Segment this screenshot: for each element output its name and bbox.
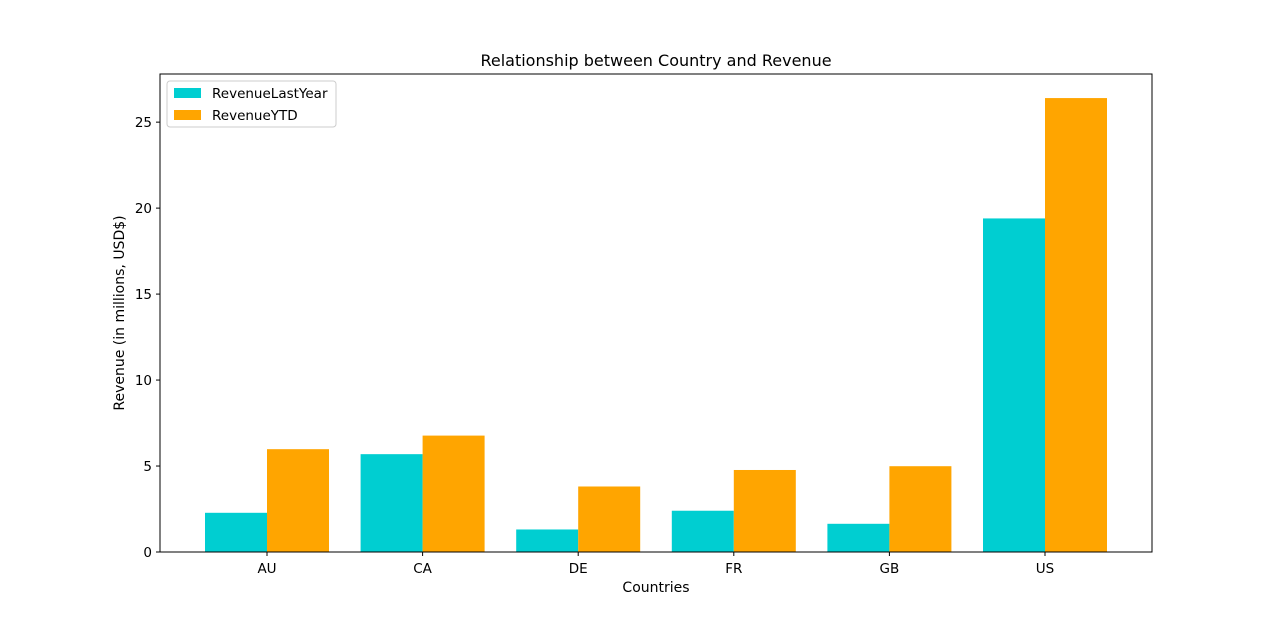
- bar-RevenueLastYear-US: [983, 218, 1045, 553]
- legend: RevenueLastYear RevenueYTD: [166, 80, 337, 128]
- legend-swatch: [174, 88, 201, 98]
- y-tick-label: 20: [135, 201, 152, 217]
- y-axis-label: Revenue (in millions, USD$): [112, 215, 128, 410]
- legend-box: [166, 80, 337, 128]
- bar-RevenueLastYear-FR: [671, 510, 734, 552]
- y-tick-label: 10: [135, 373, 152, 389]
- y-axis: 0 5 10 15 20 25: [135, 115, 160, 561]
- bar-RevenueYTD-FR: [733, 469, 796, 552]
- chart-title: Relationship between Country and Revenue: [480, 51, 831, 70]
- y-tick-label: 25: [135, 115, 152, 131]
- bar-RevenueLastYear-CA: [360, 454, 423, 552]
- y-tick-label: 15: [135, 287, 152, 303]
- bar-RevenueYTD-DE: [578, 486, 641, 552]
- bars-layer: [205, 98, 1107, 553]
- x-axis-label: Countries: [622, 580, 689, 596]
- x-tick-label: AU: [257, 561, 276, 577]
- x-tick-label: FR: [725, 561, 742, 577]
- bar-RevenueLastYear-GB: [827, 523, 890, 552]
- x-tick-label: US: [1036, 561, 1054, 577]
- bar-RevenueYTD-GB: [889, 466, 952, 552]
- y-tick-label: 0: [143, 545, 152, 561]
- plot-frame: [159, 73, 1153, 553]
- y-tick-label: 5: [143, 459, 152, 475]
- x-tick-label: DE: [569, 561, 588, 577]
- x-axis: AU CA DE FR GB US: [257, 552, 1054, 577]
- legend-label: RevenueYTD: [212, 108, 298, 124]
- bar-RevenueYTD-AU: [267, 449, 329, 552]
- bar-RevenueYTD-US: [1045, 98, 1107, 552]
- bar-RevenueLastYear-DE: [516, 529, 579, 552]
- x-tick-label: CA: [413, 561, 432, 577]
- x-tick-label: GB: [880, 561, 900, 577]
- legend-swatch: [174, 110, 201, 120]
- bar-RevenueYTD-CA: [422, 435, 485, 552]
- bar-RevenueLastYear-AU: [205, 512, 267, 552]
- legend-label: RevenueLastYear: [212, 86, 328, 102]
